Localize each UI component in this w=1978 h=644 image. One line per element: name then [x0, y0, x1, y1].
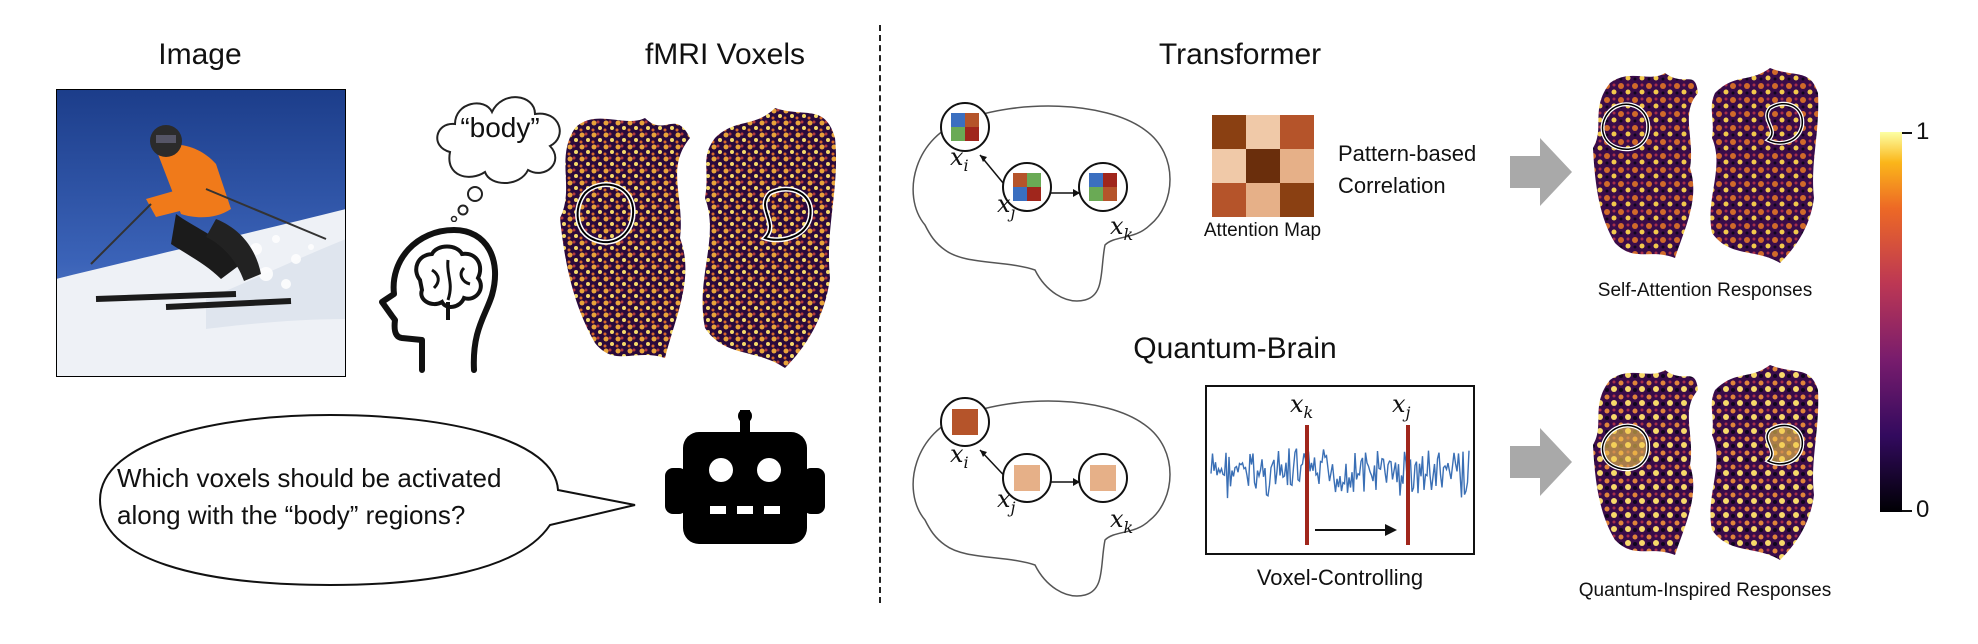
quantum-inspired-flatmaps [1590, 365, 1820, 565]
colorbar-max-label: 1 [1916, 118, 1929, 146]
colorbar-tick-min [1902, 510, 1912, 512]
skier-photo-frame [56, 89, 346, 377]
transformer-title: Transformer [1120, 38, 1360, 72]
quantum-brain-outline [905, 390, 1175, 600]
colorbar-tick-max [1902, 132, 1912, 134]
fmri-voxels-title: fMRI Voxels [600, 38, 850, 72]
head-brain-icon [362, 220, 502, 380]
fmri-flatmaps [555, 108, 845, 378]
voxel-signal-plot [1205, 385, 1475, 555]
transformer-brain-outline [905, 95, 1175, 305]
quantum-node-i-label: xi [950, 440, 969, 472]
voxel-controlling-label: Voxel-Controlling [1205, 565, 1475, 591]
quantum-node-j-label: xj [997, 485, 1016, 517]
quantum-inspired-label: Quantum-Inspired Responses [1555, 580, 1855, 602]
self-attention-flatmaps [1590, 68, 1820, 268]
question-line-1: Which voxels should be activated [117, 460, 537, 497]
transformer-arrow [1510, 138, 1572, 206]
colorbar-min-label: 0 [1916, 496, 1929, 524]
signal-label-j: xj [1392, 390, 1411, 422]
quantum-node-k-label: xk [1110, 505, 1133, 537]
quantum-arrow [1510, 428, 1572, 496]
signal-label-k: xk [1290, 390, 1313, 422]
attention-map [1212, 115, 1314, 217]
thought-cloud [430, 82, 570, 222]
correlation-label: Pattern-based Correlation [1338, 138, 1476, 202]
robot-question: Which voxels should be activated along w… [117, 460, 537, 534]
attention-map-label: Attention Map [1190, 220, 1335, 242]
robot-icon [665, 410, 825, 550]
correlation-line-2: Correlation [1338, 170, 1476, 202]
transformer-node-j-label: xj [997, 190, 1016, 222]
transformer-node-i-label: xi [950, 143, 969, 175]
image-title: Image [120, 38, 280, 72]
panel-divider [879, 25, 881, 603]
transformer-node-k-label: xk [1110, 212, 1133, 244]
correlation-line-1: Pattern-based [1338, 138, 1476, 170]
quantum-brain-title: Quantum-Brain [1100, 332, 1370, 366]
question-line-2: along with the “body” regions? [117, 497, 537, 534]
thought-text: “body” [445, 112, 555, 144]
self-attention-label: Self-Attention Responses [1570, 280, 1840, 302]
colorbar [1880, 132, 1902, 512]
